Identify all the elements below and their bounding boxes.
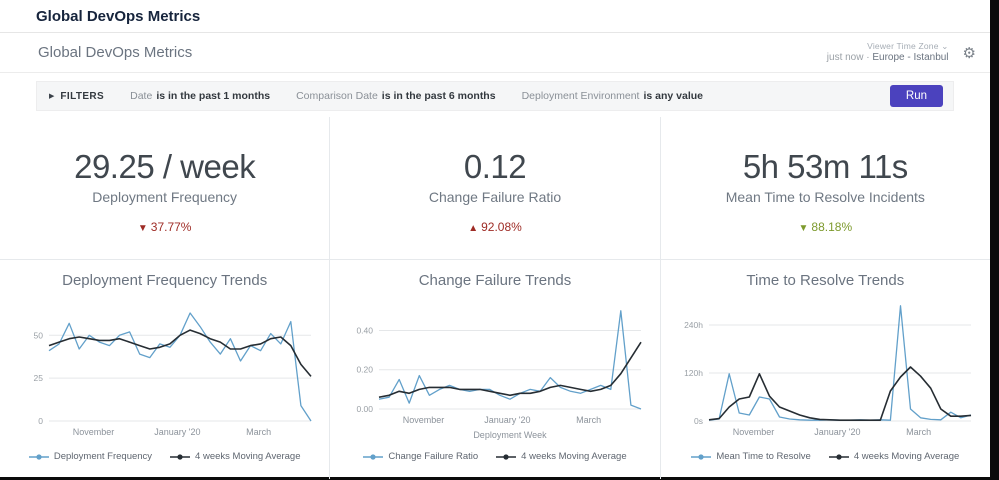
kpi-change: ▼ 37.77% [137,220,192,235]
legend-label: 4 weeks Moving Average [195,451,301,463]
gear-icon[interactable]: ⚙ [962,44,976,62]
svg-text:0: 0 [38,416,43,426]
kpi-change: ▲ 92.08% [468,220,522,235]
svg-text:0s: 0s [694,416,703,426]
kpi-change: ▼ 88.18% [798,220,853,235]
svg-text:March: March [576,415,601,425]
filter-comparison-date[interactable]: Comparison Date is in the past 6 months [296,90,496,103]
chart-deployment-frequency-trends: Deployment Frequency Trends 0 25 50 Novembe… [0,260,331,480]
chart-title: Deployment Frequency Trends [62,272,268,290]
dashboard-title: Global DevOps Metrics [38,44,193,62]
line-chart[interactable]: 0s 120h 240h November January '20 March [669,291,981,449]
svg-text:Deployment Week: Deployment Week [473,430,547,440]
kpi-deployment-frequency: 29.25 / week Deployment Frequency ▼ 37.77… [0,117,331,260]
last-run-line: just now · Europe - Istanbul [826,51,949,63]
svg-text:November: November [72,427,114,437]
filters-section: ▶ FILTERS Date is in the past 1 months Co… [0,73,990,117]
legend-label: 4 weeks Moving Average [521,451,627,463]
filters-label: FILTERS [60,90,105,102]
kpi-change-failure-ratio: 0.12 Change Failure Ratio ▲ 92.08% [330,117,661,260]
legend-item[interactable]: Deployment Frequency [28,451,153,463]
legend-marker-icon [363,454,384,460]
legend-item[interactable]: 4 weeks Moving Average [496,451,627,463]
chart-time-to-resolve-trends: Time to Resolve Trends 0s 120h 240h Novembe… [661,260,990,479]
svg-text:January '20: January '20 [815,427,861,437]
kpi-label: Change Failure Ratio [428,189,562,206]
chart-title: Time to Resolve Trends [746,272,905,290]
svg-text:0.00: 0.00 [356,404,373,414]
window-title-bar: Global DevOps Metrics [0,0,990,33]
dashboard-header: Global DevOps Metrics Viewer Time Zone ⌄… [0,33,990,74]
kpi-row: 29.25 / week Deployment Frequency ▼ 37.77… [0,117,990,261]
legend-label: Deployment Frequency [53,451,153,463]
legend-label: Change Failure Ratio [388,451,479,463]
svg-text:0.40: 0.40 [356,326,373,336]
chart-legend[interactable]: Change Failure Ratio 4 weeks Moving Avera… [363,451,627,463]
legend-marker-icon [496,454,517,460]
svg-text:November: November [403,415,445,425]
filter-date[interactable]: Date is in the past 1 months [130,90,271,103]
svg-text:March: March [246,427,271,437]
kpi-value: 0.12 [463,148,527,186]
window-edge [990,0,999,480]
run-button[interactable]: Run [889,85,943,108]
triangle-down-icon: ▼ [137,223,148,235]
legend-label: 4 weeks Moving Average [853,451,960,463]
chart-change-failure-trends: Change Failure Trends 0.00 0.20 0.40 Novemb… [330,260,661,480]
kpi-value: 29.25 / week [74,148,256,186]
kpi-mean-time-to-resolve: 5h 53m 11s Mean Time to Resolve Incident… [661,117,990,259]
legend-marker-icon [170,454,191,460]
triangle-up-icon: ▲ [468,223,479,235]
chevron-down-icon: ⌄ [941,41,949,51]
filters-bar: ▶ FILTERS Date is in the past 1 months Co… [36,81,954,112]
svg-text:January '20: January '20 [484,415,530,425]
legend-item[interactable]: 4 weeks Moving Average [170,451,301,463]
legend-marker-icon [28,454,49,460]
kpi-value: 5h 53m 11s [742,148,909,186]
window-title: Global DevOps Metrics [36,8,201,25]
svg-text:January '20: January '20 [154,427,200,437]
svg-text:240h: 240h [684,320,703,330]
dashboard-meta: Viewer Time Zone ⌄ just now · Europe - I… [827,41,949,64]
timezone-value: Europe - Istanbul [872,51,949,63]
filter-deployment-environment[interactable]: Deployment Environment is any value [521,90,704,103]
filters-toggle[interactable]: ▶ FILTERS [49,91,104,102]
chart-legend[interactable]: Mean Time to Resolve 4 weeks Moving Avera… [691,451,959,462]
filters-expander-icon: ▶ [49,93,55,101]
last-run-text: just now [826,51,864,63]
legend-item[interactable]: 4 weeks Moving Average [828,451,960,463]
charts-row: Deployment Frequency Trends 0 25 50 Novembe… [0,260,990,480]
chart-title: Change Failure Trends [418,272,572,290]
viewer-timezone-toggle[interactable]: Viewer Time Zone ⌄ [867,41,949,51]
legend-label: Mean Time to Resolve [716,451,811,463]
triangle-down-icon: ▼ [798,223,809,235]
svg-text:March: March [906,427,931,437]
svg-text:0.20: 0.20 [356,365,373,375]
legend-marker-icon [691,454,712,460]
legend-item[interactable]: Change Failure Ratio [363,451,478,462]
chart-legend[interactable]: Deployment Frequency 4 weeks Moving Avera… [28,451,301,463]
line-chart[interactable]: 0.00 0.20 0.40 November January '20 March Depl… [339,291,651,449]
svg-text:November: November [733,427,775,437]
legend-item[interactable]: Mean Time to Resolve [691,451,811,462]
svg-text:50: 50 [33,330,43,340]
line-chart[interactable]: 0 25 50 November January '20 March [9,291,321,449]
kpi-label: Deployment Frequency [92,189,238,206]
svg-text:25: 25 [33,373,43,383]
kpi-label: Mean Time to Resolve Incidents [725,189,925,206]
svg-text:120h: 120h [684,368,703,378]
legend-marker-icon [828,454,849,460]
